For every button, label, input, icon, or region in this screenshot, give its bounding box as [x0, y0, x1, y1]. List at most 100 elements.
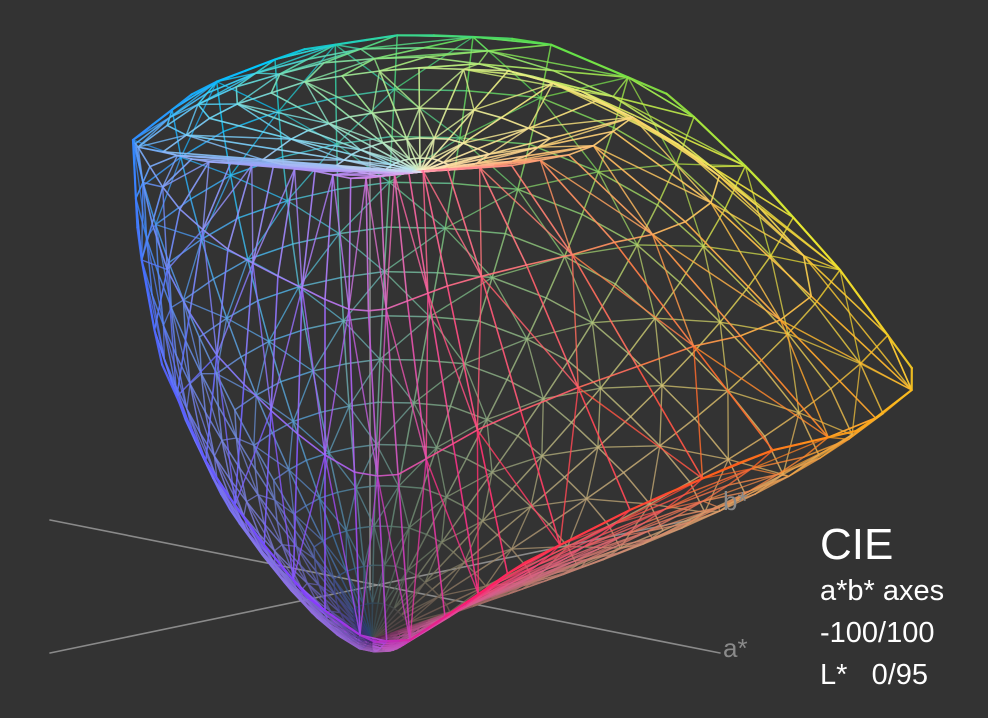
lower-mesh-edge: [661, 384, 696, 420]
lower-mesh-edge: [221, 439, 248, 503]
lower-mesh-edge: [545, 297, 594, 324]
lower-mesh-edge: [253, 444, 276, 501]
upper-mesh-edge: [519, 386, 580, 412]
lower-mesh-edge: [295, 545, 302, 566]
lower-mesh-edge: [345, 527, 361, 532]
lower-mesh-edge: [449, 585, 487, 613]
upper-mesh-edge: [571, 253, 579, 389]
lower-mesh-edge: [400, 614, 406, 620]
rim-edge: [854, 416, 877, 432]
rim-edge: [171, 93, 193, 111]
lower-mesh-edge: [217, 405, 238, 439]
rim-edge: [737, 449, 775, 465]
upper-mesh-edge: [254, 72, 281, 75]
lower-mesh-edge: [200, 372, 207, 413]
lower-mesh-edge: [452, 551, 466, 564]
lower-mesh-edge: [333, 578, 357, 609]
upper-mesh-edge: [473, 69, 510, 111]
upper-mesh-edge: [418, 107, 448, 110]
lower-mesh-edge: [215, 373, 257, 396]
lower-mesh-edge: [383, 565, 397, 605]
lower-mesh-edge: [642, 527, 683, 545]
lower-mesh-edge: [776, 457, 821, 476]
lower-mesh-edge: [379, 358, 415, 404]
lower-mesh-edge: [702, 207, 726, 248]
lower-mesh-edge: [371, 605, 391, 641]
lower-mesh-edge: [481, 471, 493, 522]
upper-mesh-edge: [343, 153, 353, 161]
lower-mesh-edge: [511, 488, 532, 508]
lower-mesh-edge: [189, 373, 202, 385]
lower-mesh-edge: [174, 383, 188, 410]
rim-edge: [792, 216, 818, 245]
lower-mesh-edge: [355, 487, 361, 529]
upper-mesh-edge: [393, 138, 408, 142]
lower-mesh-edge: [582, 534, 601, 548]
upper-mesh-edge: [447, 138, 465, 144]
lower-mesh-edge: [345, 358, 381, 365]
lower-mesh-edge: [318, 497, 347, 532]
upper-mesh-edge: [270, 275, 279, 412]
upper-mesh-edge: [162, 151, 179, 157]
upper-mesh-edge: [651, 221, 687, 236]
lower-mesh-edge: [287, 576, 303, 597]
upper-mesh-edge: [519, 409, 561, 546]
upper-mesh-edge: [350, 149, 362, 156]
lower-mesh-edge: [481, 520, 499, 536]
upper-mesh-edge: [802, 254, 889, 337]
upper-mesh-edge: [236, 103, 292, 140]
upper-mesh-edge: [324, 454, 361, 636]
rim-edge: [131, 123, 154, 142]
lower-mesh-edge: [189, 383, 201, 434]
lower-mesh-edge: [685, 506, 720, 524]
lower-mesh-edge: [542, 398, 573, 424]
lower-mesh-edge: [221, 439, 241, 469]
lower-mesh-edge: [363, 564, 374, 568]
upper-mesh-edge: [142, 165, 151, 184]
upper-mesh-edge: [802, 254, 841, 271]
upper-mesh-edge: [137, 134, 188, 148]
upper-mesh-edge: [343, 159, 393, 166]
lower-mesh-edge: [465, 89, 542, 99]
upper-mesh-edge: [580, 90, 614, 98]
rim-edge: [134, 197, 139, 229]
lower-mesh-edge: [541, 455, 566, 478]
rim-edge: [358, 633, 377, 643]
lower-mesh-edge: [359, 527, 365, 568]
upper-mesh-edge: [168, 103, 199, 119]
upper-mesh-edge: [161, 161, 210, 188]
upper-mesh-edge: [406, 292, 429, 302]
lower-mesh-edge: [383, 570, 409, 605]
upper-mesh-edge: [692, 335, 742, 348]
lower-mesh-edge: [719, 321, 789, 335]
rim-edge: [523, 543, 562, 564]
lower-mesh-edge: [371, 564, 374, 604]
lower-mesh-edge: [155, 223, 203, 240]
lower-mesh-edge: [390, 485, 400, 528]
upper-mesh-edge: [413, 157, 420, 170]
upper-mesh-edge: [613, 241, 695, 348]
lower-mesh-edge: [398, 630, 410, 635]
upper-mesh-edge: [452, 429, 479, 445]
lower-mesh-edge: [304, 328, 314, 372]
upper-mesh-edge: [577, 365, 639, 389]
lower-mesh-edge: [647, 506, 720, 532]
lower-mesh-edge: [313, 546, 335, 580]
legend-lightness-line: L* 0/95: [820, 659, 929, 691]
upper-mesh-edge: [612, 95, 695, 118]
lower-mesh-edge: [444, 182, 454, 230]
lower-mesh-edge: [170, 306, 187, 342]
lower-mesh-edge: [293, 529, 316, 560]
upper-mesh-edge: [397, 457, 428, 476]
lower-mesh-edge: [299, 564, 309, 584]
upper-mesh-edge: [370, 145, 402, 163]
lower-mesh-edge: [298, 286, 345, 322]
lower-mesh-edge: [510, 505, 532, 550]
upper-mesh-edge: [202, 228, 218, 356]
upper-mesh-edge: [161, 154, 179, 188]
lower-mesh-edge: [189, 383, 216, 457]
lower-mesh-edge: [661, 384, 729, 392]
lower-mesh-edge: [395, 565, 409, 572]
upper-mesh-edge: [371, 112, 396, 142]
lower-mesh-edge: [213, 439, 223, 457]
